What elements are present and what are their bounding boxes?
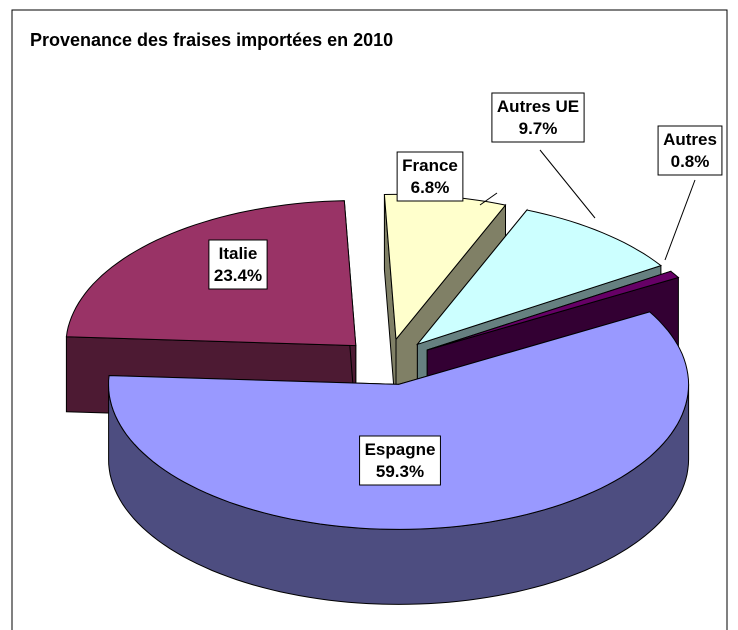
chart-title: Provenance des fraises importées en 2010 [30, 30, 393, 50]
data-label-value: 6.8% [411, 178, 450, 197]
leader-line [479, 192, 498, 206]
data-label-name: Autres [663, 130, 717, 149]
pie-slice [108, 311, 690, 605]
data-label-value: 59.3% [376, 462, 424, 481]
data-label-value: 23.4% [214, 266, 262, 285]
data-label-name: France [402, 156, 458, 175]
data-label-value: 0.8% [671, 152, 710, 171]
data-label-box [491, 92, 585, 143]
slice-top [108, 311, 690, 530]
data-label-box [208, 239, 268, 290]
slice-top [427, 270, 680, 351]
data-label-box [359, 435, 441, 486]
data-label-name: Italie [219, 244, 258, 263]
data-label-value: 9.7% [519, 119, 558, 138]
slice-top [415, 209, 662, 346]
leader-line [664, 179, 696, 261]
leader-line [539, 149, 596, 219]
data-label-box [396, 151, 464, 202]
data-label-name: Espagne [365, 440, 436, 459]
data-label-name: Autres UE [497, 97, 579, 116]
data-label-box [657, 125, 723, 176]
